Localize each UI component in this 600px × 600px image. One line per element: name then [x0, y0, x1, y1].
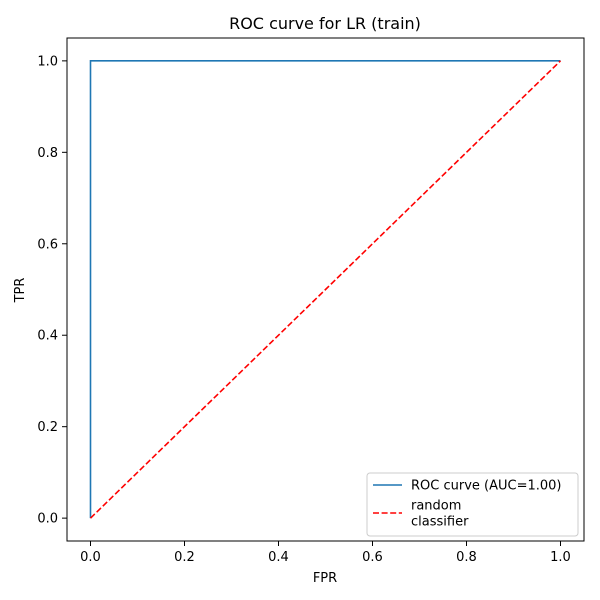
x-tick-label: 0.6: [362, 550, 383, 565]
y-tick-label: 0.2: [37, 420, 58, 435]
y-tick-label: 0.0: [37, 512, 58, 527]
legend-box: [366, 472, 579, 537]
x-tick-label: 0.2: [174, 550, 195, 565]
y-tick-label: 0.8: [37, 146, 58, 161]
plot-area: [89, 60, 562, 519]
y-tick-label: 1.0: [37, 54, 58, 69]
axes-frame: [66, 37, 585, 542]
y-tick-label: 0.4: [37, 329, 58, 344]
x-tick-label: 0.4: [268, 550, 289, 565]
series-line-roc-curve: [89, 60, 561, 519]
x-tick-label: 0.0: [80, 550, 101, 565]
legend-label-random-classifier: random: [411, 499, 461, 514]
chart-title: ROC curve for LR (train): [229, 14, 421, 33]
legend-label-random-classifier: classifier: [411, 515, 469, 530]
x-tick-label: 1.0: [550, 550, 571, 565]
series-line-random-classifier: [89, 60, 562, 519]
y-tick-label: 0.6: [37, 237, 58, 252]
y-axis-label: TPR: [13, 278, 28, 304]
x-axis-label: FPR: [313, 571, 337, 586]
x-tick-label: 0.8: [456, 550, 477, 565]
axes: 0.0 0.2 0.4 0.6 0.8 1.0 0.0 0.2 0.4 0.6 0.8 1.0: [37, 37, 585, 565]
legend-label-roc-curve: ROC curve (AUC=1.00): [411, 479, 562, 494]
